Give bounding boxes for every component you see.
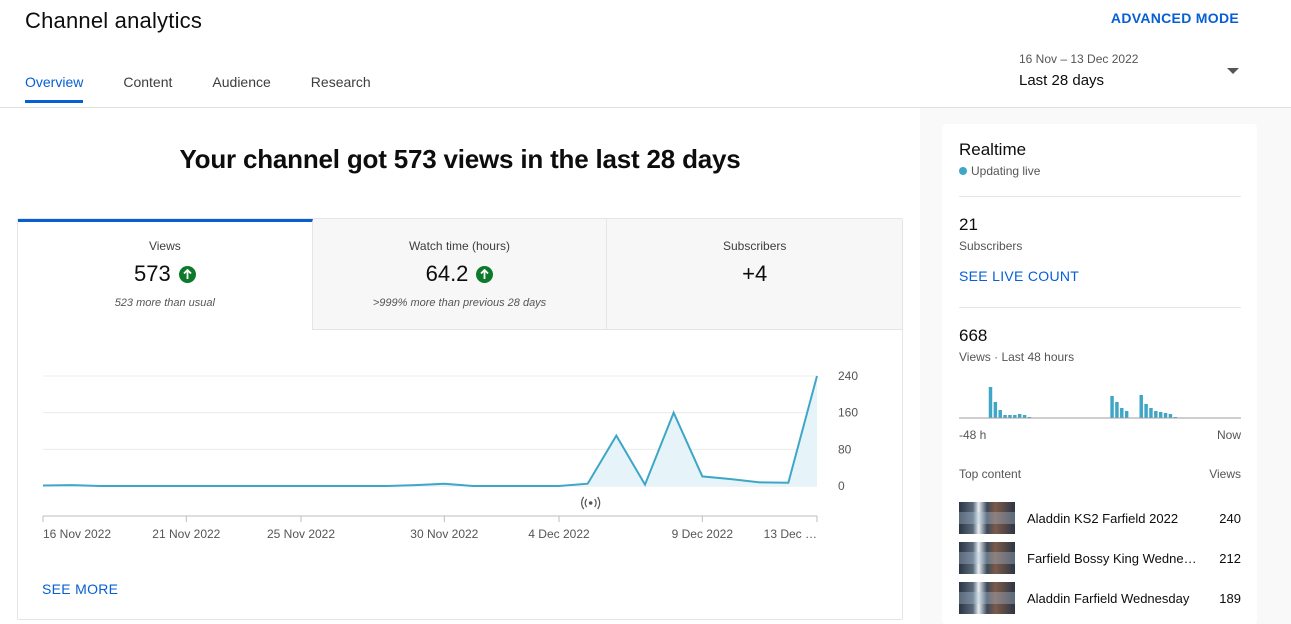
video-views: 212 [1219, 550, 1241, 566]
mini-bar [1110, 396, 1114, 418]
mini-bar [1139, 395, 1143, 418]
realtime-title: Realtime [959, 140, 1027, 159]
x-tick-label: 9 Dec 2022 [672, 527, 734, 541]
metric-tabs: Views 573 523 more than usual Watch time… [18, 219, 903, 330]
live-status-text: Updating live [971, 164, 1041, 178]
metric-value: 573 [133, 261, 171, 286]
metric-value: 64.2 [425, 261, 469, 286]
video-title: Aladdin Farfield Wednesday [1027, 590, 1190, 606]
mini-bar [1144, 404, 1148, 418]
metric-label: Watch time (hours) [409, 239, 510, 253]
realtime-card: Realtime Updating live 21 Subscribers SE… [942, 124, 1257, 624]
metric-tab-subscribers[interactable]: Subscribers +4 [607, 219, 903, 330]
metric-value-row: +4 [607, 261, 902, 287]
divider [959, 307, 1241, 308]
x-tick-label: 13 Dec … [764, 527, 817, 541]
mini-bar [1168, 414, 1173, 418]
video-title: Aladdin KS2 Farfield 2022 [1027, 510, 1179, 526]
see-live-count-button[interactable]: SEE LIVE COUNT [959, 268, 1080, 284]
mini-bar [1115, 402, 1119, 418]
metric-value: +4 [742, 261, 768, 286]
mini-axis-left: -48 h [959, 428, 987, 442]
mini-axis-right: Now [1216, 428, 1241, 442]
x-tick-label: 21 Nov 2022 [152, 527, 220, 541]
x-tick-label: 16 Nov 2022 [43, 527, 111, 541]
arrow-up-icon [178, 265, 196, 283]
y-tick-label: 80 [838, 442, 852, 456]
date-range-label: Last 28 days [1019, 72, 1105, 89]
tab-overview[interactable]: Overview [25, 74, 84, 103]
views-chart: 240 160 80 0 16 Nov 2022 21 Nov 2022 25 Nov 20… [18, 330, 902, 560]
advanced-mode-button[interactable]: ADVANCED MODE [1110, 10, 1239, 26]
y-tick-label: 160 [838, 406, 858, 420]
metric-value-row: 573 [18, 261, 312, 287]
live-status: Updating live [959, 164, 1040, 178]
video-thumbnail [959, 502, 1015, 534]
metrics-card: Views 573 523 more than usual Watch time… [17, 218, 903, 620]
metric-value-row: 64.2 [313, 261, 607, 287]
summary-headline: Your channel got 573 views in the last 2… [179, 144, 741, 174]
tab-bar: Overview Content Audience Research [25, 74, 411, 103]
mini-bar [1163, 413, 1168, 418]
mini-bar [998, 410, 1002, 418]
analytics-header: Channel analytics ADVANCED MODE Overview… [0, 0, 1291, 108]
tab-content[interactable]: Content [123, 74, 173, 90]
broadcast-marker-icon [581, 496, 601, 510]
tab-audience[interactable]: Audience [212, 74, 271, 90]
metric-comparison: >999% more than previous 28 days [372, 297, 547, 309]
metric-label: Views [148, 239, 181, 253]
y-tick-label: 240 [838, 369, 858, 383]
video-thumbnail [959, 542, 1015, 574]
metric-label: Subscribers [723, 239, 787, 253]
x-tick-label: 30 Nov 2022 [410, 527, 478, 541]
metric-tab-watch-time[interactable]: Watch time (hours) 64.2 >999% more than … [312, 219, 608, 330]
top-content-views-heading: Views [1209, 467, 1241, 481]
top-content-row[interactable]: Farfield Bossy King Wednesday 212 [959, 542, 1241, 574]
metric-tab-views[interactable]: Views 573 523 more than usual [18, 219, 313, 330]
top-content-row[interactable]: Aladdin KS2 Farfield 2022 240 [959, 502, 1241, 534]
mini-bar [1124, 411, 1129, 418]
realtime-bar-chart [959, 387, 1241, 419]
views-line [42, 375, 818, 487]
mini-bar [1013, 415, 1017, 418]
mini-bar [1149, 408, 1153, 418]
views-48h-count: 668 [959, 326, 988, 345]
top-content-row[interactable]: Aladdin Farfield Wednesday 189 [959, 582, 1241, 614]
mini-bar [988, 387, 993, 418]
mini-bar [1120, 408, 1124, 418]
page-title: Channel analytics [25, 8, 203, 33]
video-thumbnail [959, 582, 1015, 614]
metric-comparison: 523 more than usual [114, 297, 215, 309]
video-views: 189 [1219, 590, 1241, 606]
divider [959, 196, 1241, 197]
video-views: 240 [1219, 510, 1241, 526]
mini-bar [993, 402, 998, 418]
date-range-text: 16 Nov – 13 Dec 2022 [1019, 52, 1139, 66]
chevron-down-icon [1227, 68, 1239, 74]
mini-bar [1017, 414, 1022, 418]
tab-research[interactable]: Research [310, 74, 371, 90]
x-tick-label: 25 Nov 2022 [267, 527, 335, 541]
overview-main-panel: Your channel got 573 views in the last 2… [0, 108, 920, 624]
views-chart-svg: 240 160 80 0 16 Nov 2022 21 Nov 2022 25 Nov 20… [42, 369, 858, 541]
views-48h-label: Views · Last 48 hours [959, 350, 1075, 364]
views-area [43, 376, 817, 486]
live-dot-icon [959, 167, 967, 175]
subscriber-count: 21 [959, 215, 978, 234]
date-range-selector[interactable]: 16 Nov – 13 Dec 2022 Last 28 days [1019, 52, 1241, 89]
mini-bar [1158, 412, 1163, 418]
mini-bar [1003, 415, 1007, 418]
subscriber-label: Subscribers [959, 239, 1023, 253]
see-more-button[interactable]: SEE MORE [42, 581, 119, 597]
mini-bar [1154, 411, 1158, 418]
x-tick-label: 4 Dec 2022 [528, 527, 590, 541]
mini-bar [1008, 415, 1012, 418]
video-title: Farfield Bossy King Wednesday [1027, 550, 1202, 566]
mini-bar [1022, 415, 1027, 418]
y-tick-label: 0 [838, 479, 845, 493]
top-content-heading: Top content [959, 467, 1022, 481]
arrow-up-icon [476, 265, 494, 283]
